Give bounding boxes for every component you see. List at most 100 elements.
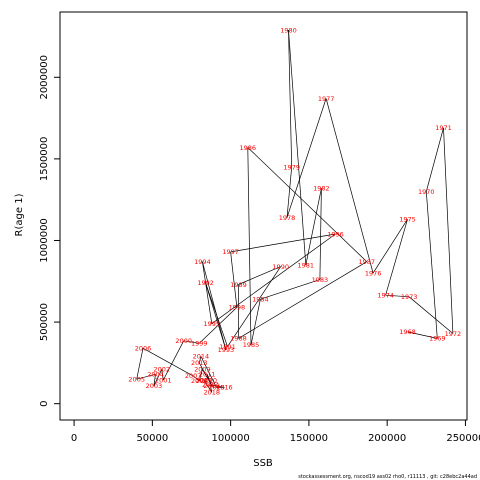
series-segment-1996-1997 [230,233,336,253]
point-label-1986: 1986 [240,144,257,152]
point-label-1987: 1987 [359,258,376,266]
point-label-1977: 1977 [318,95,335,103]
point-label-2011: 2011 [199,371,216,379]
y-axis: 0 500000 1000000 1500000 2000000 [39,55,60,407]
x-tick-label-0: 0 [71,433,77,444]
point-label-1973: 1973 [401,293,418,301]
point-label-2002: 2002 [154,366,171,374]
point-label-2004: 2004 [147,371,164,379]
point-label-1982: 1982 [313,185,330,193]
point-label-1984: 1984 [252,296,269,304]
point-label-1979: 1979 [283,163,300,171]
point-label-2001: 2001 [155,376,172,384]
x-tick-label-150000: 150000 [290,433,328,444]
point-label-layer: 1968 1969 1970 1971 1972 1973 1974 1975 1976 1977… [128,26,461,396]
series-segment-1968-1969 [407,331,438,339]
point-label-1978: 1978 [279,214,296,222]
point-label-2018: 2018 [204,389,221,397]
point-label-1983: 1983 [312,276,329,284]
series-segment-1973-1974 [385,294,410,298]
x-axis-title: SSB [253,458,273,469]
point-label-2003: 2003 [146,382,163,390]
x-tick-label-50000: 50000 [136,433,168,444]
point-label-2013: 2013 [191,359,208,367]
series-segment-1972-1973 [408,296,454,334]
series-segment-1993-1994 [202,261,227,350]
point-label-1968: 1968 [399,328,416,336]
series-segment-1984-1985 [250,299,261,345]
point-label-2016: 2016 [216,384,233,392]
series-segment-2013-2014 [198,356,202,363]
point-label-2009: 2009 [194,366,211,374]
series-segment-2006-2007 [142,347,194,377]
point-label-1989: 1989 [230,281,247,289]
point-label-1980: 1980 [280,26,297,34]
point-label-1990: 1990 [272,263,289,271]
series-segment-2014-2015 [200,356,217,388]
y-tick-label-0: 0 [39,400,50,406]
series-segment-1971-1972 [443,127,454,334]
series-segment-1983-1984 [260,279,321,300]
point-label-2012: 2012 [204,382,221,390]
point-label-2017: 2017 [202,381,219,389]
point-label-1985: 1985 [243,341,260,349]
point-label-2008: 2008 [191,377,208,385]
point-label-1997: 1997 [222,248,239,256]
point-label-1974: 1974 [377,292,394,300]
point-label-2005: 2005 [128,376,145,384]
series-segment-1982-1983 [319,188,322,280]
series-segment-1980-1981 [288,29,307,266]
series-segment-1994-1995 [202,261,213,324]
point-label-1969: 1969 [429,335,446,343]
series-segment-2000-2001 [162,340,185,381]
x-tick-label-200000: 200000 [368,433,406,444]
series-segment-1976-1977 [325,98,374,274]
series-segment-2004-2005 [136,373,156,380]
series-segment-2016-2017 [210,384,225,388]
y-tick-label-1000000: 1000000 [39,218,50,263]
point-label-2010: 2010 [200,376,217,384]
series-path-layer [136,29,454,393]
series-segment-1992-1993 [205,282,227,350]
series-segment-2003-2004 [153,374,156,386]
point-label-1975: 1975 [399,216,416,224]
point-label-1994: 1994 [194,258,211,266]
footer-credit: stockassessment.org, nscod19 ass02 rho0,… [298,474,477,480]
point-label-1998: 1998 [229,304,246,312]
point-label-2007: 2007 [185,372,202,380]
series-segment-2017-2018 [209,384,213,393]
series-segment-1986-1987 [247,147,368,262]
point-label-1995: 1995 [204,320,221,328]
series-segment-2008-2009 [198,369,203,381]
point-label-2014: 2014 [193,353,210,361]
point-label-1993: 1993 [218,346,235,354]
series-segment-2001-2002 [161,369,164,381]
point-label-1992: 1992 [197,279,214,287]
point-label-1999: 1999 [191,340,208,348]
point-label-1991: 1991 [219,343,236,351]
point-label-2015: 2015 [208,384,225,392]
y-tick-label-500000: 500000 [39,303,50,341]
point-label-2000: 2000 [175,337,192,345]
y-tick-label-1500000: 1500000 [39,137,50,182]
series-segment-2005-2006 [136,348,144,380]
series-segment-2018-2019 [203,379,213,393]
x-tick-label-100000: 100000 [212,433,250,444]
series-segment-1981-1982 [305,188,322,266]
series-segment-1978-1979 [286,166,293,218]
point-label-1971: 1971 [435,124,452,132]
series-segment-1969-1970 [425,191,438,339]
series-segment-1979-1980 [288,29,293,168]
point-label-2006: 2006 [135,345,152,353]
series-segment-1998-1999 [199,307,238,344]
series-segment-1995-1996 [211,233,336,324]
y-axis-title: R(age 1) [14,193,25,236]
point-label-2019: 2019 [196,376,213,384]
series-segment-1977-1978 [286,98,327,218]
series-segment-1999-2000 [183,340,200,344]
point-label-1972: 1972 [445,330,462,338]
